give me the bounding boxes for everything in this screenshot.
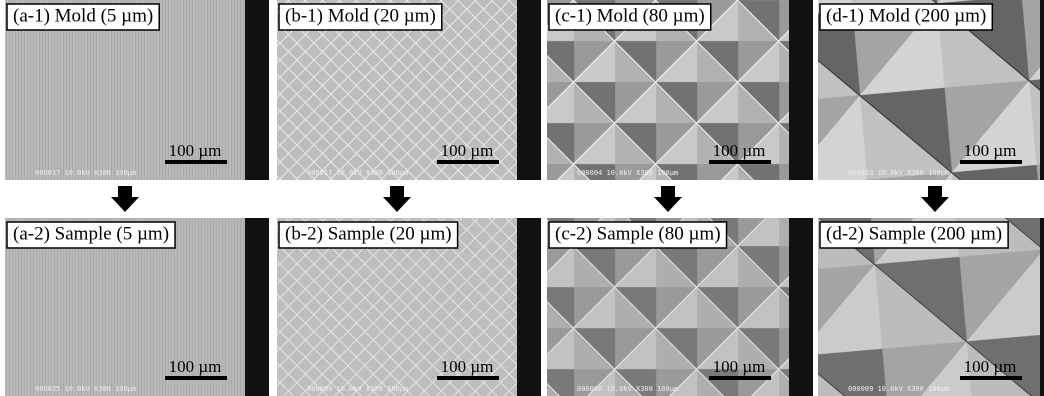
panel-label: (c-1) Mold (80 µm) (555, 5, 705, 26)
panel: (a-1) Mold (5 µm) 100 µm 000017 10.0kV X30… (5, 0, 269, 180)
scale-bar (437, 160, 499, 164)
panel-label: (a-1) Mold (5 µm) (13, 5, 153, 26)
scale-bar (165, 160, 227, 164)
sem-footer: 000009 10.0kV X300 100µm (848, 385, 949, 393)
panel: (c-2) Sample (80 µm) 100 µm 000006 10.0kV … (547, 218, 813, 396)
panel-label: (d-2) Sample (200 µm) (826, 223, 1002, 244)
scale-bar (960, 376, 1022, 380)
panel: (a-2) Sample (5 µm) 100 µm 000025 10.0kV X… (5, 218, 269, 396)
panel: (d-2) Sample (200 µm) 100 µm 000009 10.0kV… (818, 218, 1044, 396)
sem-footer: 000003 10.0kV X300 100µm (848, 169, 949, 177)
sem-footer: 000009 10.0kV X300 100µm (307, 385, 408, 393)
sem-footer: 000017 10.0kV X300 100µm (307, 169, 408, 177)
panel-label: (a-2) Sample (5 µm) (13, 223, 169, 244)
sem-footer: 000006 10.0kV X300 100µm (577, 385, 678, 393)
panel-label: (d-1) Mold (200 µm) (826, 5, 986, 26)
scale-bar (709, 160, 771, 164)
scale-label: 100 µm (169, 357, 222, 376)
scale-label: 100 µm (713, 357, 766, 376)
panel-label: (c-2) Sample (80 µm) (555, 223, 721, 244)
panel: (b-2) Sample (20 µm) 100 µm 000009 10.0kV … (277, 218, 541, 396)
arrow (921, 186, 949, 212)
scale-label: 100 µm (169, 141, 222, 160)
panel-label: (b-1) Mold (20 µm) (285, 5, 436, 26)
scale-bar (960, 160, 1022, 164)
panel: (b-1) Mold (20 µm) 100 µm 000017 10.0kV X3… (277, 0, 541, 180)
scale-label: 100 µm (441, 141, 494, 160)
scale-label: 100 µm (713, 141, 766, 160)
arrow (654, 186, 682, 212)
sem-footer: 000004 10.0kV X300 100µm (577, 169, 678, 177)
scale-label: 100 µm (964, 141, 1017, 160)
figure: (a-1) Mold (5 µm) 100 µm 000017 10.0kV X30… (0, 0, 1044, 396)
scale-label: 100 µm (964, 357, 1017, 376)
panel: (d-1) Mold (200 µm) 100 µm 000003 10.0kV X… (818, 0, 1044, 180)
scale-bar (165, 376, 227, 380)
scale-bar (709, 376, 771, 380)
arrow (111, 186, 139, 212)
sem-footer: 000017 10.0kV X300 100µm (35, 169, 136, 177)
scale-label: 100 µm (441, 357, 494, 376)
panel-label: (b-2) Sample (20 µm) (285, 223, 452, 244)
sem-footer: 000025 10.0kV X300 100µm (35, 385, 136, 393)
panel: (c-1) Mold (80 µm) 100 µm 000004 10.0kV X3… (547, 0, 813, 180)
arrow (383, 186, 411, 212)
scale-bar (437, 376, 499, 380)
